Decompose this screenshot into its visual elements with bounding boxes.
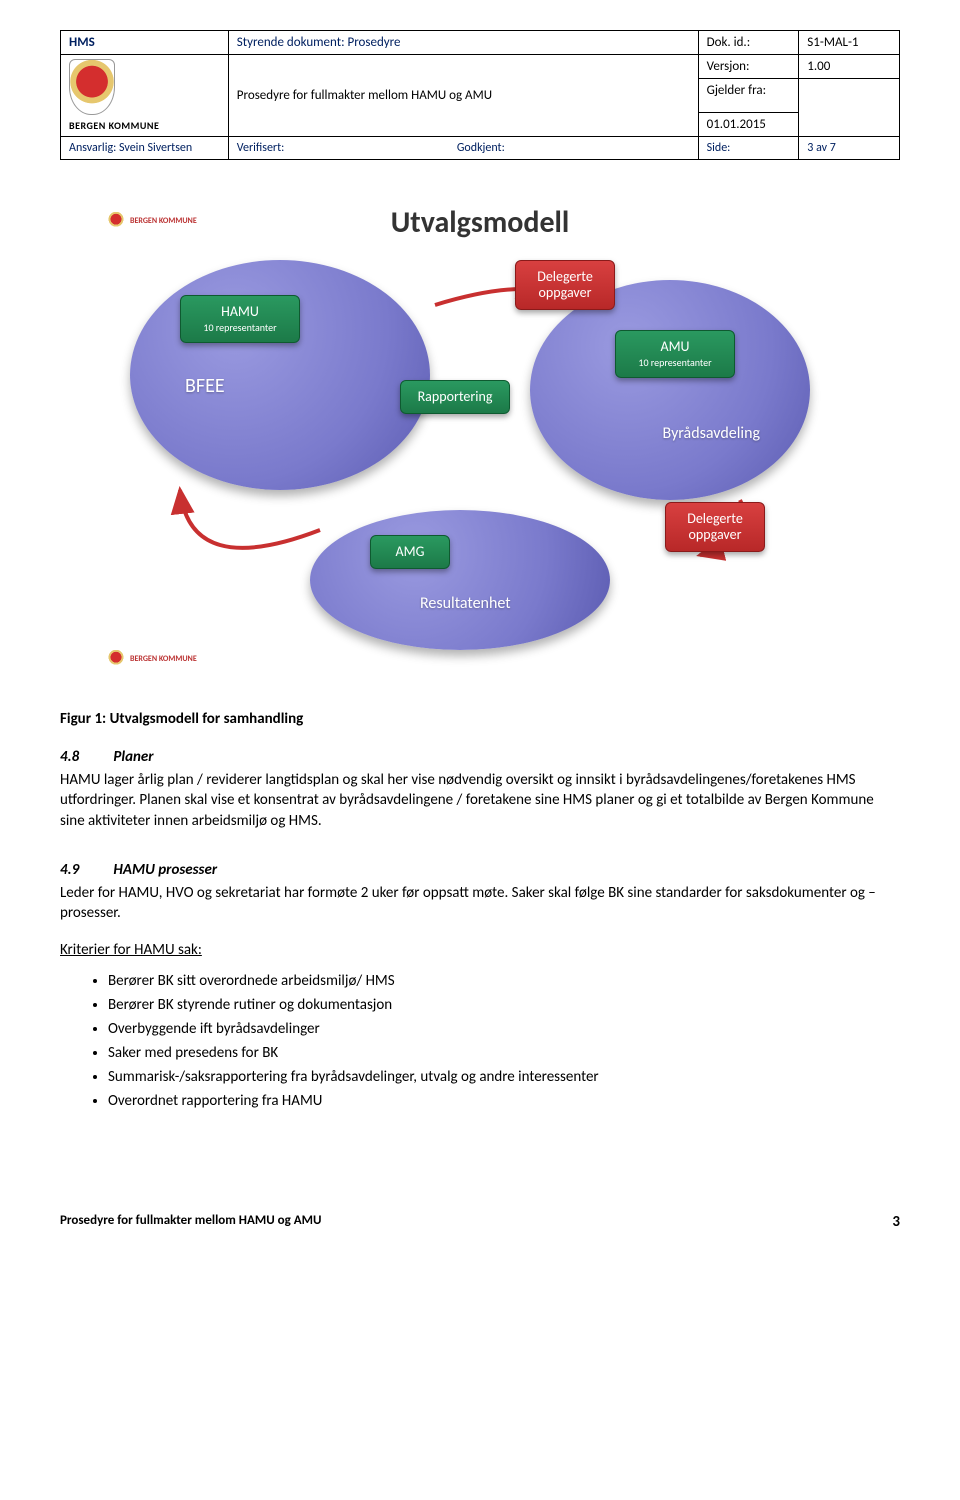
dokid-label: Dok. id.: [698, 31, 799, 55]
verifisert-godkjent: Verifisert: Godkjent: [228, 137, 698, 160]
styrende-cell: Styrende dokument: Prosedyre [228, 31, 698, 55]
circle-amg-resultat [310, 510, 610, 650]
section-49-title: HAMU prosesser [113, 861, 217, 879]
section-48-head: 4.8 Planer [60, 748, 900, 766]
kriterier-list: Berører BK sitt overordnede arbeidsmiljø… [60, 969, 900, 1113]
amu-badge: AMU 10 representanter [615, 330, 735, 378]
hamu-badge: HAMU 10 representanter [180, 295, 300, 343]
delegerte-badge-1: Delegerte oppgaver [515, 260, 615, 310]
section-49-num: 4.9 [60, 861, 110, 879]
delegerte-badge-2: Delegerte oppgaver [665, 502, 765, 552]
mini-crest-icon [108, 650, 124, 668]
verifisert-label: Verifisert: [237, 141, 454, 155]
section-49-text: Leder for HAMU, HVO og sekretariat har f… [60, 883, 900, 924]
footer-page: 3 [892, 1213, 900, 1231]
gjelder-value: 01.01.2015 [698, 113, 799, 137]
list-item: Saker med presedens for BK [108, 1041, 900, 1065]
circle-amu-byrad [530, 280, 810, 500]
hms-cell: HMS [61, 31, 229, 55]
side-label: Side: [698, 137, 799, 160]
godkjent-label: Godkjent: [457, 141, 505, 155]
gjelder-label: Gjelder fra: [698, 79, 799, 113]
section-49-head: 4.9 HAMU prosesser [60, 861, 900, 879]
ansvarlig-value: Svein Sivertsen [119, 141, 192, 155]
mini-crest-icon [108, 212, 124, 230]
doc-title: Prosedyre for fullmakter mellom HAMU og … [228, 55, 698, 137]
list-item: Overbyggende ift byrådsavdelinger [108, 1017, 900, 1041]
rapportering-badge: Rapportering [400, 380, 510, 414]
resultatenhet-label: Resultatenhet [420, 595, 511, 613]
mini-kommune: BERGEN KOMMUNE [130, 216, 197, 226]
list-item: Berører BK sitt overordnede arbeidsmiljø… [108, 969, 900, 993]
section-48-num: 4.8 [60, 748, 110, 766]
footer-title: Prosedyre for fullmakter mellom HAMU og … [60, 1213, 321, 1231]
kriterier-heading: Kriterier for HAMU sak: [60, 941, 900, 959]
utvalgsmodell-diagram: BERGEN KOMMUNE BERGEN KOMMUNE Utvalgsmod… [100, 200, 860, 680]
section-48-text: HAMU lager årlig plan / reviderer langti… [60, 770, 900, 831]
list-item: Berører BK styrende rutiner og dokumenta… [108, 993, 900, 1017]
amu-sub: 10 representanter [630, 357, 720, 369]
figure-caption: Figur 1: Utvalgsmodell for samhandling [60, 710, 900, 728]
ansvarlig-label: Ansvarlig: [69, 141, 116, 155]
hamu-sub: 10 representanter [195, 322, 285, 334]
bfee-label: BFEE [185, 375, 225, 397]
list-item: Overordnet rapportering fra HAMU [108, 1089, 900, 1113]
amu-label: AMU [660, 338, 689, 355]
dokid-value: S1-MAL-1 [799, 31, 900, 55]
amg-badge: AMG [370, 535, 450, 569]
versjon-value: 1.00 [799, 55, 900, 79]
page-footer: Prosedyre for fullmakter mellom HAMU og … [60, 1213, 900, 1231]
kommune-label: BERGEN KOMMUNE [69, 119, 159, 132]
section-48-title: Planer [113, 748, 153, 766]
side-value: 3 av 7 [799, 137, 900, 160]
hamu-label: HAMU [221, 303, 259, 320]
diagram-logo-top: BERGEN KOMMUNE [108, 212, 197, 230]
crest-icon [69, 59, 115, 115]
byradsavdeling-label: Byrådsavdeling [663, 425, 760, 443]
logo-cell: BERGEN KOMMUNE [61, 55, 229, 137]
versjon-label: Versjon: [698, 55, 799, 79]
ansvarlig-cell: Ansvarlig: Svein Sivertsen [61, 137, 229, 160]
mini-kommune: BERGEN KOMMUNE [130, 654, 197, 664]
diagram-logo-bottom: BERGEN KOMMUNE [108, 650, 197, 668]
document-header-table: HMS Styrende dokument: Prosedyre Dok. id… [60, 30, 900, 160]
list-item: Summarisk-/saksrapportering fra byrådsav… [108, 1065, 900, 1089]
diagram-title: Utvalgsmodell [391, 204, 570, 241]
